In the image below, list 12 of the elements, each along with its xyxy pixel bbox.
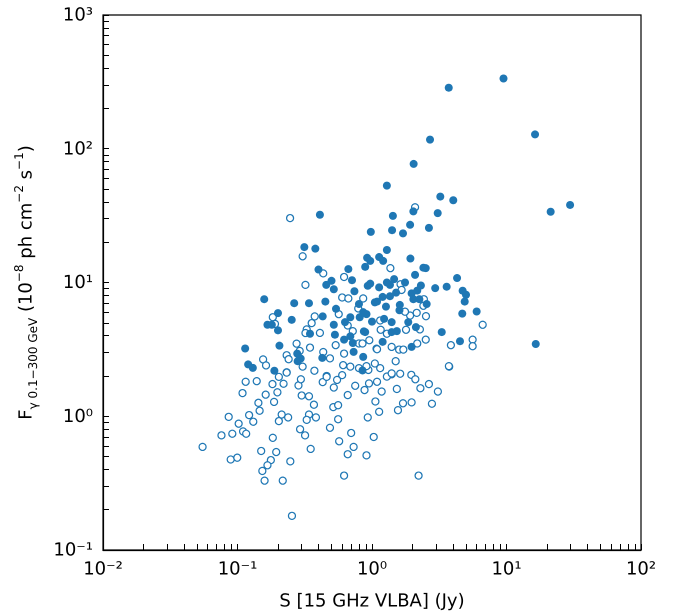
- y-tick-label: 10⁰: [62, 406, 93, 427]
- y-tick-label: 10²: [62, 138, 93, 160]
- x-axis-title: S [15 GHz VLBA] (Jy): [279, 590, 465, 612]
- x-tick-label: 10⁻²: [83, 558, 123, 580]
- x-tick-label: 10²: [626, 558, 656, 580]
- y-tick-label: 10⁻¹: [53, 540, 93, 560]
- text: Fγ 0.1−300 GeV (10−8 ph cm−2 s−1): [12, 145, 40, 420]
- y-tick-label: 10³: [62, 4, 93, 26]
- x-tick-label: 10⁻¹: [218, 558, 258, 580]
- y-tick-label: 10¹: [62, 272, 93, 293]
- x-tick-label: 10⁰: [356, 558, 388, 580]
- x-tick-label: 10¹: [491, 558, 522, 580]
